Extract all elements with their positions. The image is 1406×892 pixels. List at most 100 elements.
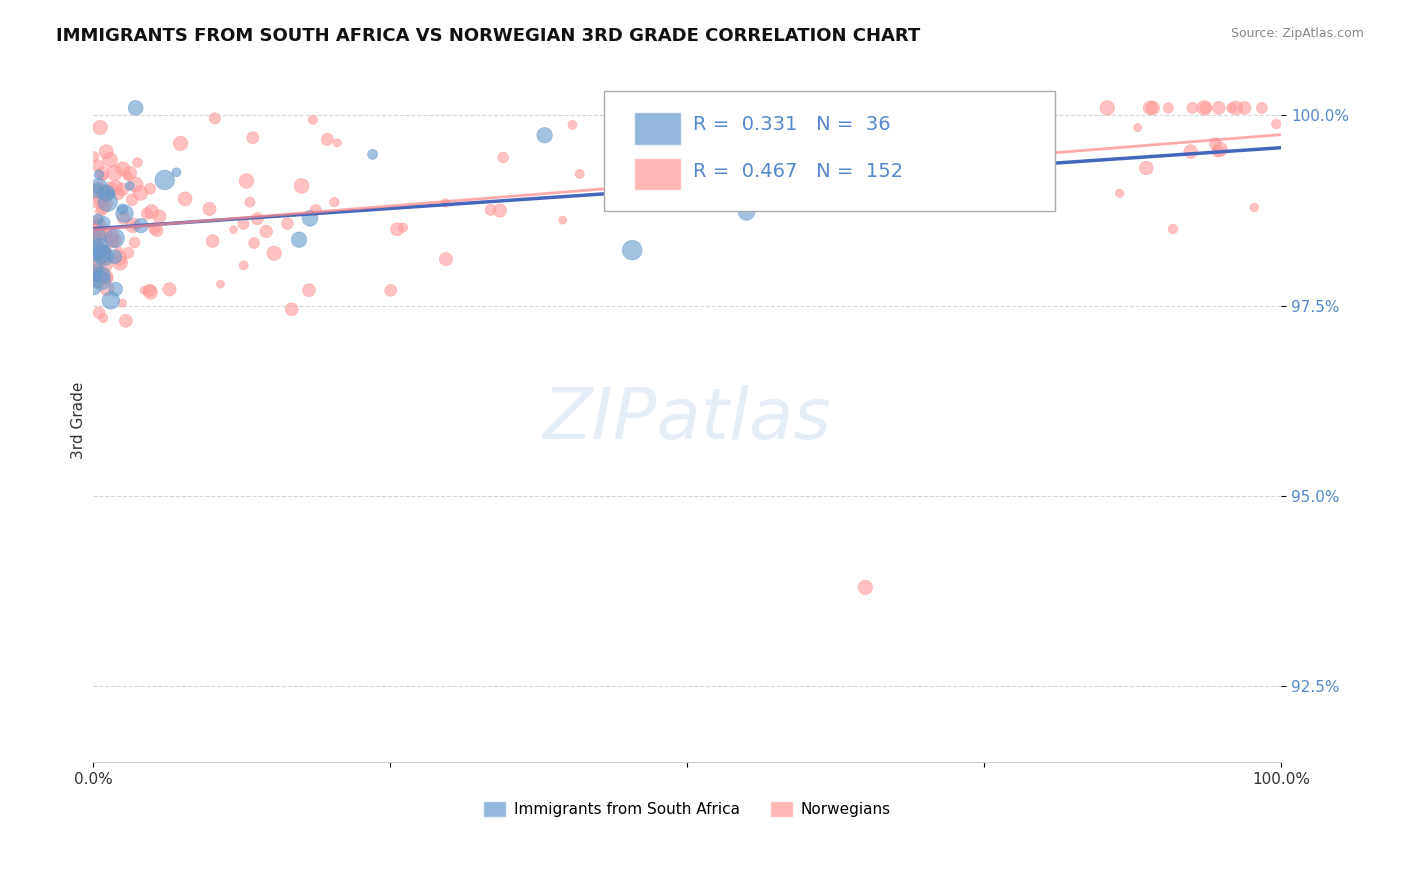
Point [1225,101,1247,115]
Point [89,204,111,219]
Point [90,274,112,288]
Point [232,259,254,273]
Point [1142,101,1164,115]
Point [323,195,346,210]
Point [1265,117,1288,131]
Point [239,195,262,210]
Point [139,285,162,300]
Point [94,258,117,272]
Point [84,194,107,209]
Point [86,268,108,283]
Point [138,283,160,297]
Point [86,228,108,243]
Y-axis label: 3rd Grade: 3rd Grade [72,381,86,458]
FancyBboxPatch shape [634,158,681,191]
Point [83,247,105,261]
Point [112,211,135,225]
Point [96,225,118,239]
Point [697,161,720,176]
Point [124,101,146,115]
Point [222,222,245,236]
Point [114,206,136,220]
Point [91,169,114,183]
Point [710,128,733,142]
Point [129,219,152,233]
Point [246,211,269,226]
Point [93,215,115,229]
Point [89,250,111,264]
Point [89,227,111,242]
Point [86,229,108,244]
Point [84,219,107,234]
Point [201,234,224,248]
Point [94,269,117,284]
Point [157,282,180,296]
Point [98,186,121,201]
Point [960,177,983,191]
Point [291,178,314,193]
Point [100,234,122,248]
Point [143,221,166,235]
Point [134,284,156,298]
Point [1180,145,1202,159]
Point [91,166,114,180]
Point [288,233,311,247]
Point [86,219,108,234]
Point [254,225,277,239]
Point [716,192,738,206]
Point [84,232,107,246]
Point [107,244,129,258]
Legend: Immigrants from South Africa, Norwegians: Immigrants from South Africa, Norwegians [477,795,897,823]
Point [127,155,149,169]
Point [111,202,134,217]
Point [87,168,110,182]
Point [561,118,583,132]
Point [117,169,139,183]
Point [94,189,117,203]
Point [209,277,232,292]
Point [104,166,127,180]
Point [735,205,758,219]
Point [263,246,285,260]
Point [876,128,898,143]
Point [1250,101,1272,115]
Point [1233,101,1256,115]
Point [83,265,105,279]
Point [361,147,384,161]
Point [169,136,191,151]
Point [1126,120,1149,135]
Point [100,293,122,308]
Point [1108,186,1130,201]
Point [326,136,349,150]
Point [489,203,512,218]
Point [117,245,139,260]
Point [242,130,264,145]
Point [104,231,127,245]
Point [94,196,117,211]
Point [98,153,121,167]
Point [91,310,114,325]
Point [89,241,111,255]
Point [621,243,644,257]
Point [129,186,152,200]
FancyBboxPatch shape [605,91,1056,211]
Point [1161,222,1184,236]
Point [959,175,981,189]
Point [141,204,163,219]
Point [118,178,141,193]
Point [87,257,110,271]
Point [235,174,257,188]
Point [316,132,339,146]
Point [785,120,807,134]
Point [104,233,127,247]
Point [1220,101,1243,115]
Point [87,182,110,196]
Point [136,206,159,220]
Point [243,235,266,250]
Point [298,211,321,226]
Point [96,145,118,159]
Point [96,186,118,201]
Point [89,218,111,232]
Point [90,192,112,206]
Point [778,195,800,210]
